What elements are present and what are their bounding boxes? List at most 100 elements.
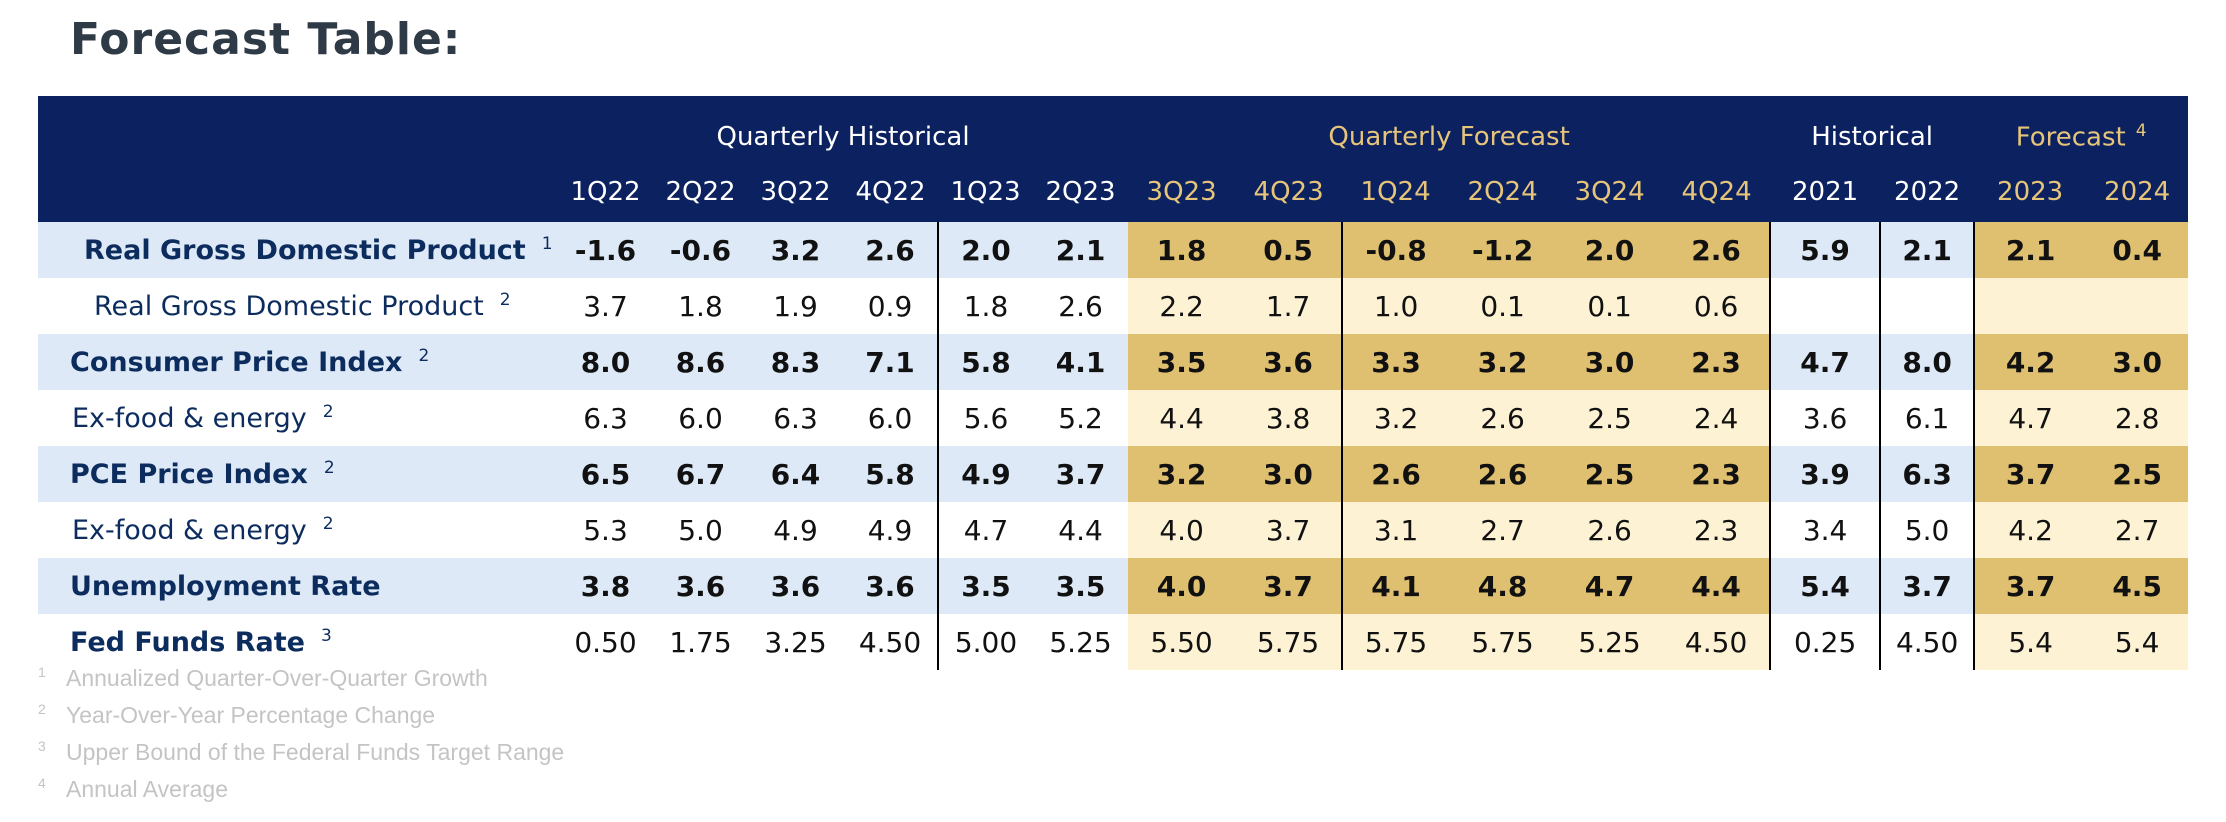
table-cell: 3.2 — [1128, 446, 1236, 502]
table-cell: 4.7 — [1769, 334, 1881, 390]
table-cell: 6.3 — [558, 390, 653, 446]
row-label-text: Consumer Price Index — [70, 347, 403, 378]
table-cell: 0.4 — [2086, 222, 2189, 278]
table-cell: 5.75 — [1235, 614, 1343, 670]
footnote-number: 1 — [38, 664, 46, 681]
table-cell: 2.0 — [937, 222, 1033, 278]
table-cell: 2.6 — [1449, 446, 1557, 502]
table-cell: 2.5 — [1556, 390, 1664, 446]
table-cell: 2.6 — [1033, 278, 1129, 334]
column-header-2024: 2024 — [2086, 170, 2189, 222]
table-cell: 3.6 — [1235, 334, 1343, 390]
table-cell: 2.1 — [1879, 222, 1975, 278]
table-cell: -0.6 — [653, 222, 748, 278]
header-blank — [38, 170, 558, 222]
table-cell: 3.2 — [1341, 390, 1450, 446]
table-body: Real Gross Domestic Product 1 -1.6 -0.6 3.2 2… — [38, 222, 2189, 670]
column-header-1q23: 1Q23 — [938, 170, 1033, 222]
table-cell: 4.0 — [1128, 502, 1236, 558]
table-cell: 2.1 — [1973, 222, 2087, 278]
table-cell: 0.1 — [1449, 278, 1557, 334]
table-cell: 6.5 — [558, 446, 653, 502]
table-row: Unemployment Rate 3.8 3.6 3.6 3.6 3.5 3.5 4.0 3.… — [38, 558, 2189, 614]
footnote-text: Annualized Quarter-Over-Quarter Growth — [66, 665, 488, 691]
table-cell: 2.6 — [1449, 390, 1557, 446]
table-cell: 4.7 — [937, 502, 1033, 558]
table-cell: 3.7 — [1879, 558, 1975, 614]
table-cell: 4.5 — [2086, 558, 2189, 614]
table-cell: 8.0 — [558, 334, 653, 390]
table-cell: 5.75 — [1341, 614, 1450, 670]
table-cell: 5.9 — [1769, 222, 1881, 278]
table-cell: 5.4 — [2086, 614, 2189, 670]
row-label: Real Gross Domestic Product 2 — [38, 278, 558, 334]
table-cell: 5.8 — [843, 446, 938, 502]
table-cell: 1.75 — [653, 614, 748, 670]
footnote-number: 3 — [38, 738, 46, 755]
table-cell: 2.3 — [1663, 334, 1771, 390]
column-header-2q23: 2Q23 — [1033, 170, 1129, 222]
row-footnote-ref: 3 — [320, 626, 332, 646]
group-forecast: Forecast 4 — [1974, 96, 2189, 170]
row-label-text: Unemployment Rate — [70, 570, 381, 602]
table-cell: 2.5 — [1556, 446, 1664, 502]
table-cell: 2.6 — [1556, 502, 1664, 558]
table-cell: 3.6 — [653, 558, 748, 614]
column-header-2022: 2022 — [1880, 170, 1975, 222]
table-cell: 1.8 — [1128, 222, 1236, 278]
table-cell: 4.4 — [1033, 502, 1129, 558]
table-cell: 8.3 — [748, 334, 843, 390]
footnote-text: Annual Average — [66, 776, 228, 802]
footnote: 1 Annualized Quarter-Over-Quarter Growth — [38, 660, 564, 697]
table-cell: 3.1 — [1341, 502, 1450, 558]
table-cell: 5.25 — [1556, 614, 1664, 670]
table-cell: 2.6 — [843, 222, 938, 278]
group-forecast-label: Forecast — [2015, 122, 2126, 153]
footnote: 2 Year-Over-Year Percentage Change — [38, 697, 564, 734]
table-cell: 4.7 — [1973, 390, 2087, 446]
group-header-row: Quarterly Historical Quarterly Forecast … — [38, 96, 2189, 170]
table-cell: 4.4 — [1128, 390, 1236, 446]
footnote-text: Year-Over-Year Percentage Change — [66, 702, 436, 728]
table-cell: 3.5 — [1128, 334, 1236, 390]
column-header-row: 1Q22 2Q22 3Q22 4Q22 1Q23 2Q23 3Q23 4Q23 1Q24 2Q24… — [38, 170, 2189, 222]
table-row: Ex-food & energy 2 6.3 6.0 6.3 6.0 5.6 5.2 4.4 3.… — [38, 390, 2189, 446]
column-header-2q24: 2Q24 — [1449, 170, 1557, 222]
group-quarterly-historical: Quarterly Historical — [558, 96, 1129, 170]
table-cell: 3.2 — [1449, 334, 1557, 390]
table-cell: 2.5 — [2086, 446, 2189, 502]
table-cell: 3.5 — [937, 558, 1033, 614]
table-cell: 3.0 — [2086, 334, 2189, 390]
table-cell: 1.8 — [653, 278, 748, 334]
table-cell: 5.4 — [1769, 558, 1881, 614]
table-cell: 5.25 — [1033, 614, 1129, 670]
group-historical: Historical — [1770, 96, 1975, 170]
table-cell: 2.2 — [1128, 278, 1236, 334]
footnote-text: Upper Bound of the Federal Funds Target … — [66, 739, 565, 765]
table-cell: 3.5 — [1033, 558, 1129, 614]
table-cell: 5.3 — [558, 502, 653, 558]
table-cell: 8.6 — [653, 334, 748, 390]
table-cell — [1879, 278, 1975, 334]
row-label-text: PCE Price Index — [70, 459, 308, 490]
table-cell: 5.75 — [1449, 614, 1557, 670]
column-header-4q22: 4Q22 — [843, 170, 938, 222]
table-cell: 4.1 — [1033, 334, 1129, 390]
column-header-4q23: 4Q23 — [1235, 170, 1343, 222]
forecast-table: Quarterly Historical Quarterly Forecast … — [38, 96, 2189, 670]
table-row: PCE Price Index 2 6.5 6.7 6.4 5.8 4.9 3.7 3.2 3.0… — [38, 446, 2189, 502]
table-row: Ex-food & energy 2 5.3 5.0 4.9 4.9 4.7 4.4 4.0 3.… — [38, 502, 2189, 558]
table-cell: 3.9 — [1769, 446, 1881, 502]
table-cell: 3.7 — [1973, 558, 2087, 614]
table-cell: 0.5 — [1235, 222, 1343, 278]
table-cell: 3.7 — [1235, 558, 1343, 614]
table-cell: 3.6 — [843, 558, 938, 614]
row-label-text: Real Gross Domestic Product — [94, 291, 484, 322]
table-cell: 6.0 — [653, 390, 748, 446]
table-cell: 4.1 — [1341, 558, 1450, 614]
table-cell: 2.0 — [1556, 222, 1664, 278]
row-label: Consumer Price Index 2 — [38, 334, 558, 390]
table-cell: 0.1 — [1556, 278, 1664, 334]
table-cell: 2.1 — [1033, 222, 1129, 278]
row-label-text: Ex-food & energy — [72, 515, 307, 546]
